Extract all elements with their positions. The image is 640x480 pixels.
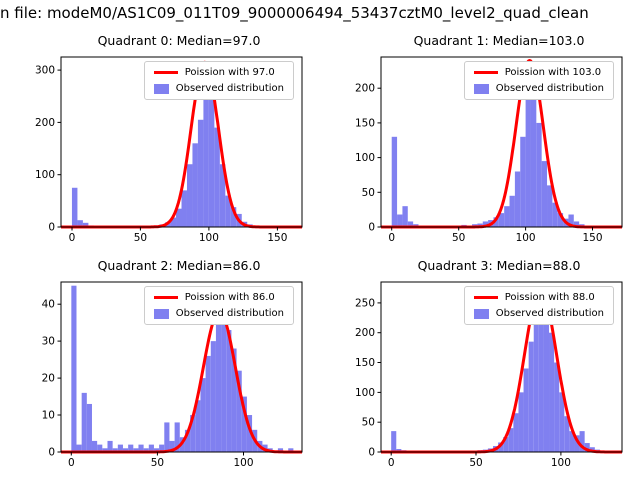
- axis-ticks: [57, 69, 278, 231]
- x-tick-label: 0: [68, 457, 75, 469]
- histogram-swatch: [473, 83, 489, 94]
- poisson-line-swatch: [153, 296, 178, 299]
- x-tick-label: 0: [69, 232, 76, 244]
- histogram-bars: [71, 285, 294, 452]
- legend-entry-observed: Observed distribution: [473, 308, 604, 319]
- legend-label-poisson: Poission with 88.0: [504, 292, 595, 303]
- axis-ticks: [377, 87, 593, 231]
- x-tick-label: 100: [233, 457, 253, 469]
- quadrant-0-legend: Poission with 97.0 Observed distribution: [143, 61, 294, 100]
- y-tick-label: 0: [48, 447, 55, 459]
- y-tick-label: 20: [42, 373, 55, 385]
- poisson-line-swatch: [153, 71, 178, 74]
- y-tick-label: 200: [355, 83, 375, 95]
- axes-frame: [380, 56, 623, 228]
- legend-label-poisson: Poission with 86.0: [184, 292, 275, 303]
- y-tick-label: 40: [42, 299, 55, 311]
- x-tick-label: 50: [452, 232, 465, 244]
- y-tick-label: 0: [368, 447, 375, 459]
- legend-entry-observed: Observed distribution: [153, 83, 284, 94]
- poisson-line-swatch: [473, 71, 498, 74]
- y-tick-label: 300: [35, 65, 55, 77]
- histogram-swatch: [153, 308, 169, 319]
- quadrant-2-legend: Poission with 86.0 Observed distribution: [143, 286, 294, 325]
- legend-label-observed: Observed distribution: [495, 83, 604, 94]
- histogram-bars: [391, 84, 612, 227]
- legend-entry-poisson: Poission with 86.0: [153, 292, 284, 303]
- quadrant-2-cell: Quadrant 2: Median=86.0 0 50 100 0 10 20 30 40 …: [0, 255, 320, 480]
- y-tick-label: 100: [355, 387, 375, 399]
- histogram-swatch: [473, 308, 489, 319]
- quadrant-1-title: Quadrant 1: Median=103.0: [413, 33, 585, 48]
- axes-frame: [60, 56, 303, 228]
- legend-label-observed: Observed distribution: [175, 83, 284, 94]
- quadrant-0-plot: 0 50 100 150 0 100 200 300: [35, 56, 303, 244]
- y-tick-label: 30: [42, 336, 55, 348]
- x-tick-label: 150: [582, 232, 602, 244]
- x-tick-label: 150: [267, 232, 287, 244]
- quadrant-3-cell: Quadrant 3: Median=88.0 0 50 100 0 50 100 150 2…: [320, 255, 640, 480]
- x-tick-label: 100: [551, 457, 571, 469]
- quadrant-0-cell: Quadrant 0: Median=97.0 0 50 100 150 0 100 200…: [0, 30, 320, 255]
- legend-entry-observed: Observed distribution: [473, 83, 604, 94]
- y-tick-label: 100: [35, 169, 55, 181]
- axis-tick-labels: 0 50 100 150 0 100 200 300: [35, 65, 287, 244]
- quadrant-2-title: Quadrant 2: Median=86.0: [97, 258, 261, 273]
- legend-entry-poisson: Poission with 103.0: [473, 67, 604, 78]
- y-tick-label: 0: [368, 222, 375, 234]
- legend-entry-poisson: Poission with 88.0: [473, 292, 604, 303]
- x-tick-label: 0: [388, 232, 395, 244]
- y-tick-label: 50: [362, 417, 375, 429]
- legend-label-observed: Observed distribution: [175, 308, 284, 319]
- axis-tick-labels: 0 50 100 150 0 50 100 150 200: [355, 83, 603, 244]
- quadrant-3-title: Quadrant 3: Median=88.0: [417, 258, 581, 273]
- y-tick-label: 50: [362, 187, 375, 199]
- y-tick-label: 200: [355, 327, 375, 339]
- y-tick-label: 200: [35, 117, 55, 129]
- axes-frame: [380, 281, 623, 453]
- axis-tick-labels: 0 50 100 0 10 20 30 40: [42, 299, 254, 469]
- axes-frame: [60, 281, 303, 453]
- x-tick-label: 100: [199, 232, 219, 244]
- quadrant-2-plot: 0 50 100 0 10 20 30 40: [42, 281, 303, 469]
- poisson-curve: [60, 310, 303, 454]
- quadrant-3-plot: 0 50 100 0 50 100 150 200 250: [355, 281, 623, 469]
- y-tick-label: 150: [355, 117, 375, 129]
- y-tick-label: 10: [42, 410, 55, 422]
- y-tick-label: 150: [355, 357, 375, 369]
- quadrant-0-title: Quadrant 0: Median=97.0: [97, 33, 261, 48]
- x-tick-label: 50: [151, 457, 164, 469]
- histogram-swatch: [153, 83, 169, 94]
- x-tick-label: 50: [134, 232, 147, 244]
- x-tick-label: 100: [516, 232, 536, 244]
- y-tick-label: 250: [355, 297, 375, 309]
- y-tick-label: 0: [48, 222, 55, 234]
- poisson-line-swatch: [473, 296, 498, 299]
- quadrant-3-legend: Poission with 88.0 Observed distribution: [463, 286, 614, 325]
- quadrant-1-legend: Poission with 103.0 Observed distributio…: [463, 61, 614, 100]
- axis-ticks: [57, 303, 244, 456]
- legend-label-observed: Observed distribution: [495, 308, 604, 319]
- quadrant-1-cell: Quadrant 1: Median=103.0 0 50 100 150 0 50 100…: [320, 30, 640, 255]
- quadrant-1-plot: 0 50 100 150 0 50 100 150 200: [355, 56, 623, 244]
- figure-title: n file: modeM0/AS1C09_011T09_9000006494_…: [0, 4, 589, 22]
- x-tick-label: 0: [388, 457, 395, 469]
- x-tick-label: 50: [469, 457, 482, 469]
- subplot-grid: Quadrant 0: Median=97.0 0 50 100 150 0 100 200…: [0, 30, 640, 480]
- legend-entry-poisson: Poission with 97.0: [153, 67, 284, 78]
- legend-label-poisson: Poission with 97.0: [184, 67, 275, 78]
- legend-entry-observed: Observed distribution: [153, 308, 284, 319]
- y-tick-label: 100: [355, 152, 375, 164]
- axis-tick-labels: 0 50 100 0 50 100 150 200 250: [355, 297, 571, 469]
- legend-label-poisson: Poission with 103.0: [504, 67, 602, 78]
- axis-ticks: [377, 302, 562, 456]
